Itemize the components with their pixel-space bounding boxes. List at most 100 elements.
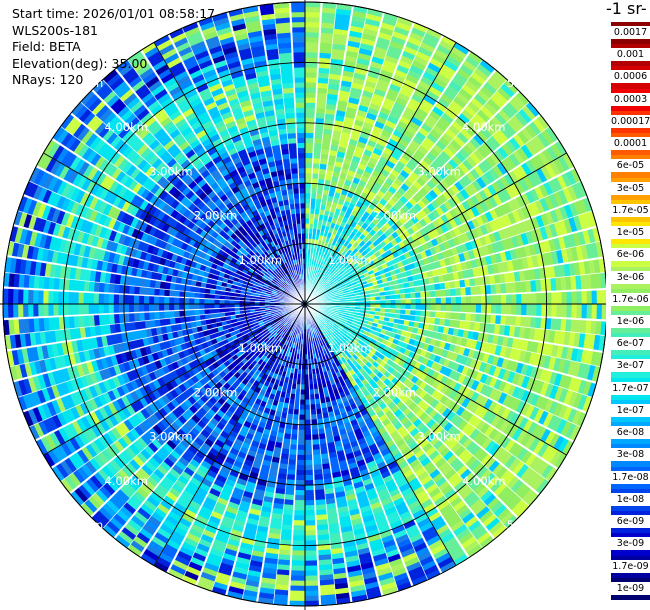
ray-gate-cell bbox=[454, 181, 465, 192]
ray-gate-cell bbox=[373, 51, 386, 60]
ray-gate-cell bbox=[292, 535, 305, 541]
ray-gate-cell bbox=[305, 117, 315, 123]
ray-gate-cell bbox=[440, 297, 447, 304]
ray-gate-cell bbox=[529, 121, 542, 136]
ray-gate-cell bbox=[399, 116, 411, 126]
ray-gate-cell bbox=[330, 53, 345, 61]
ray-gate-cell bbox=[328, 78, 341, 86]
ray-gate-cell bbox=[450, 184, 460, 195]
ray-gate-cell bbox=[493, 70, 508, 84]
ray-gate-cell bbox=[405, 304, 411, 310]
ray-gate-cell bbox=[290, 575, 305, 582]
ray-gate-cell bbox=[345, 255, 352, 262]
ray-gate-cell bbox=[407, 36, 422, 47]
ray-gate-cell bbox=[305, 394, 310, 400]
ray-gate-cell bbox=[425, 298, 432, 304]
ray-gate-cell bbox=[566, 304, 573, 318]
ray-gate-cell bbox=[429, 110, 442, 121]
ray-gate-cell bbox=[368, 102, 381, 112]
ray-gate-cell bbox=[365, 80, 377, 89]
ray-gate-cell bbox=[473, 134, 485, 146]
ray-gate-cell bbox=[581, 291, 588, 304]
ray-gate-cell bbox=[322, 215, 329, 222]
ray-gate-cell bbox=[383, 147, 394, 156]
ray-gate-cell bbox=[315, 265, 320, 272]
ray-gate-cell bbox=[468, 51, 483, 64]
ray-gate-cell bbox=[335, 241, 341, 248]
ray-gate-cell bbox=[395, 299, 401, 304]
ray-separator bbox=[307, 79, 508, 302]
ray-gate-cell bbox=[305, 167, 313, 174]
ray-gate-cell bbox=[330, 250, 336, 257]
ray-gate-cell bbox=[413, 167, 424, 177]
ray-gate-cell bbox=[413, 22, 428, 33]
ray-gate-cell bbox=[378, 133, 390, 143]
ray-gate-cell bbox=[396, 64, 410, 75]
ray-gate-cell bbox=[305, 122, 315, 129]
ray-gate-cell bbox=[315, 112, 325, 119]
ray-gate-cell bbox=[318, 214, 324, 221]
ray-gate-cell bbox=[333, 23, 350, 31]
ray-separator bbox=[307, 90, 519, 302]
ray-gate-cell bbox=[342, 70, 355, 78]
ray-gate-cell bbox=[419, 41, 436, 53]
ray-gate-cell bbox=[318, 250, 323, 257]
ray-gate-cell bbox=[328, 73, 342, 81]
ray-gate-cell bbox=[361, 95, 372, 103]
ray-gate-cell bbox=[351, 254, 358, 261]
ray-gate-cell bbox=[466, 171, 477, 183]
ray-gate-cell bbox=[297, 439, 305, 446]
ray-gate-cell bbox=[378, 73, 392, 84]
ray-gate-cell bbox=[486, 295, 492, 304]
ray-gate-cell bbox=[324, 205, 332, 212]
ray-gate-cell bbox=[521, 293, 527, 304]
ray-gate-cell bbox=[305, 449, 312, 456]
ray-gate-cell bbox=[452, 96, 467, 109]
ray-gate-cell bbox=[371, 56, 385, 65]
ray-gate-cell bbox=[289, 449, 297, 455]
ray-gate-cell bbox=[321, 199, 327, 206]
ray-gate-cell bbox=[314, 208, 320, 215]
ray-gate-cell bbox=[442, 132, 454, 144]
ray-gate-cell bbox=[363, 149, 373, 157]
ray-gate-cell bbox=[379, 69, 394, 79]
ray-gate-cell bbox=[430, 81, 445, 93]
ray-gate-cell bbox=[521, 105, 536, 121]
ray-gate-cell bbox=[305, 52, 319, 58]
ray-gate-cell bbox=[378, 173, 388, 182]
ray-gate-cell bbox=[412, 194, 422, 203]
ray-gate-cell bbox=[516, 91, 530, 106]
ray-gate-cell bbox=[383, 97, 396, 107]
ray-gate-cell bbox=[378, 31, 393, 41]
ray-gate-cell bbox=[395, 304, 401, 309]
ray-gate-cell bbox=[381, 64, 396, 74]
ray-gate-cell bbox=[510, 115, 525, 130]
ray-gate-cell bbox=[505, 102, 519, 116]
ray-gate-cell bbox=[413, 55, 429, 67]
ray-gate-cell bbox=[296, 464, 305, 471]
ray-gate-cell bbox=[405, 161, 417, 171]
ray-gate-cell bbox=[305, 67, 318, 73]
ray-gate-cell bbox=[432, 185, 443, 197]
ray-gate-cell bbox=[388, 110, 402, 121]
ray-gate-cell bbox=[318, 285, 323, 290]
ray-gate-cell bbox=[305, 434, 312, 441]
ray-gate-cell bbox=[319, 255, 324, 262]
ray-gate-cell bbox=[318, 67, 330, 74]
ray-gate-cell bbox=[473, 67, 489, 81]
ray-gate-cell bbox=[424, 192, 435, 203]
ray-gate-cell bbox=[415, 107, 429, 119]
ray-gate-cell bbox=[305, 565, 318, 572]
ray-gate-cell bbox=[450, 288, 457, 297]
ray-gate-cell bbox=[299, 399, 305, 405]
ray-gate-cell bbox=[346, 249, 353, 256]
ray-gate-cell bbox=[320, 27, 334, 34]
ray-gate-cell bbox=[396, 173, 407, 183]
ray-gate-cell bbox=[430, 311, 436, 318]
ray-gate-cell bbox=[369, 174, 379, 182]
ray-gate-cell bbox=[499, 125, 513, 140]
ray-gate-cell bbox=[320, 204, 326, 211]
ray-gate-cell bbox=[385, 92, 398, 102]
ray-gate-cell bbox=[339, 232, 346, 239]
ray-gate-cell bbox=[305, 87, 317, 93]
